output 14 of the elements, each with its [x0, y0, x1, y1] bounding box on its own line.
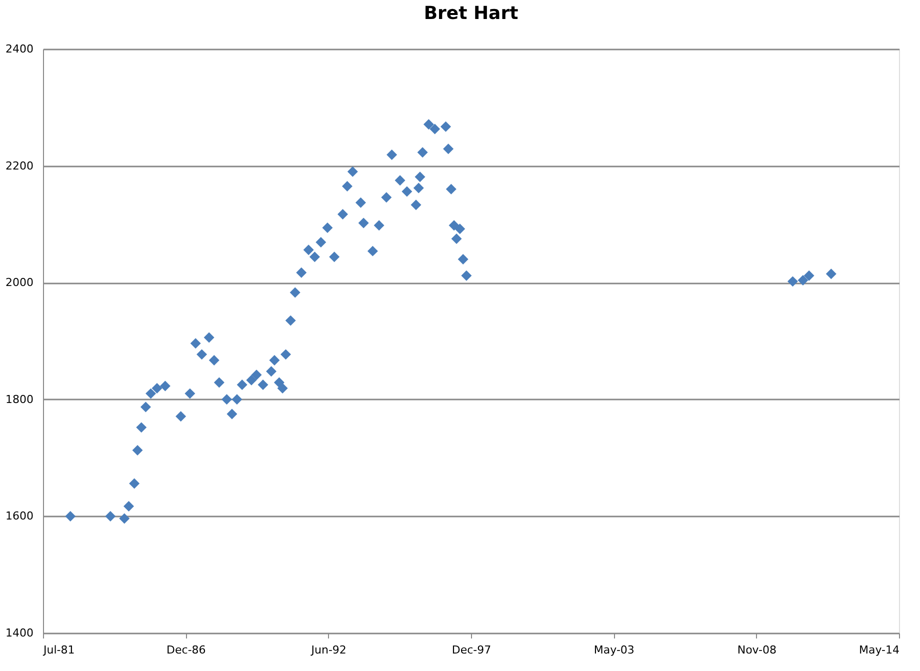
y-tick-label: 1400	[6, 626, 34, 640]
x-tick-label: May-14	[858, 644, 900, 656]
y-tick-label: 1600	[6, 510, 34, 523]
x-tick-label: Nov-08	[737, 644, 776, 656]
y-tick-label: 2400	[6, 42, 34, 56]
x-tick-label: Dec-97	[452, 644, 492, 656]
y-tick-label: 2000	[6, 276, 34, 290]
x-tick-label: Jul-81	[42, 644, 75, 656]
y-tick-label: 1800	[6, 392, 34, 406]
x-tick-label: May-03	[594, 644, 634, 656]
x-tick-label: Dec-86	[166, 644, 206, 656]
y-tick-label: 2200	[6, 159, 34, 172]
x-tick-label: Jun-92	[310, 644, 346, 656]
chart-title: Bret Hart	[424, 3, 519, 24]
